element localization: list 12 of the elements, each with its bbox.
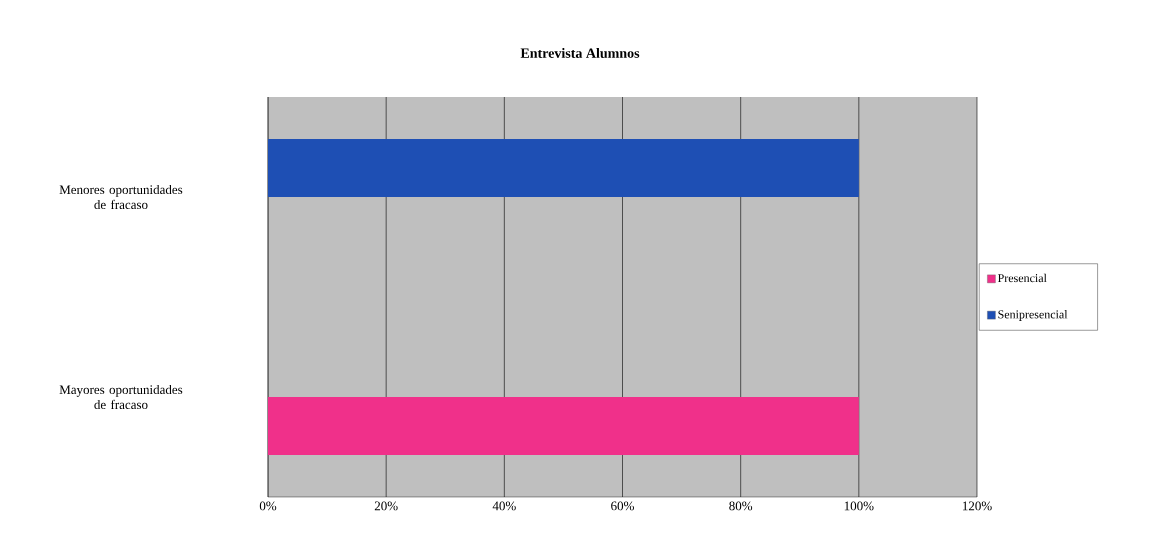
- x-tick-label: 120%: [962, 501, 992, 511]
- y-tick-label: Mayores oportunidades de fracaso: [59, 384, 183, 410]
- chart-title: Entrevista Alumnos: [520, 48, 640, 58]
- x-tick-label: 80%: [729, 501, 753, 511]
- y-tick-label: Menores oportunidades de fracaso: [59, 184, 183, 210]
- x-tick-label: 60%: [611, 501, 634, 511]
- legend-label: Presencial: [997, 273, 1047, 283]
- x-tick-label: 0%: [259, 501, 277, 511]
- x-tick-label: 20%: [374, 501, 398, 511]
- x-tick-label: 100%: [844, 501, 874, 511]
- legend-label: Senipresencial: [998, 309, 1068, 321]
- x-tick-label: 40%: [492, 501, 516, 511]
